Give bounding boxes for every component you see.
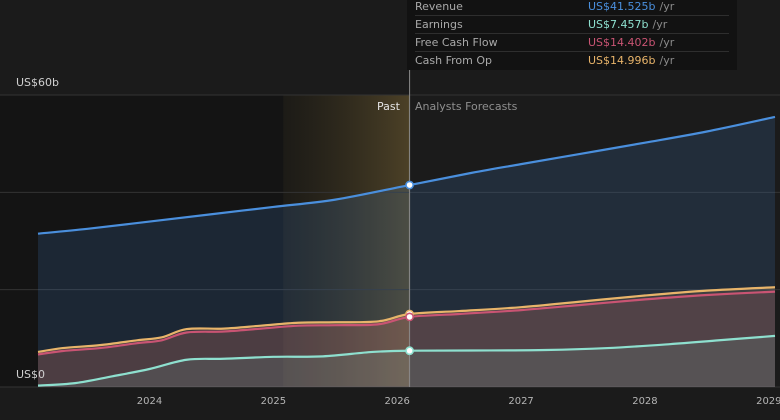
grid-lines (0, 94, 780, 388)
tooltip-row-cash-from-op: Cash From Op US$14.996b /yr (415, 52, 729, 69)
x-axis-ticks: 2024 2025 2026 2027 2028 2029 (137, 396, 780, 407)
x-tick-label: 2026 (384, 396, 409, 407)
line-free-cash-flow (37, 290, 776, 356)
area-earnings (38, 335, 775, 387)
marker-revenue (405, 180, 414, 190)
area-free-cash-flow (38, 291, 775, 387)
tooltip-row-earnings: Earnings US$7.457b /yr (415, 16, 729, 34)
tooltip-label: Free Cash Flow (415, 36, 498, 49)
x-tick-label: 2025 (261, 396, 286, 407)
tooltip-unit: /yr (652, 18, 668, 31)
marker-earnings (405, 346, 414, 356)
x-tick-label: 2028 (632, 396, 657, 407)
area-cash-from-op (38, 287, 775, 387)
tooltip-label: Revenue (415, 0, 463, 13)
divider-markers (405, 180, 414, 356)
series-areas (38, 116, 775, 388)
line-cash-from-op (37, 286, 776, 354)
tooltip-value: US$41.525b (588, 0, 656, 13)
line-earnings (37, 334, 776, 387)
marker-free-cash-flow (405, 312, 414, 322)
x-tick-label: 2024 (137, 396, 162, 407)
tooltip-unit: /yr (659, 54, 675, 67)
area-revenue (38, 116, 775, 388)
forecast-label: Analysts Forecasts (415, 100, 518, 113)
tooltip-value: US$14.402b (588, 36, 656, 49)
tooltip-unit: /yr (659, 36, 675, 49)
tooltip-unit: /yr (659, 0, 675, 13)
x-tick-label: 2027 (508, 396, 533, 407)
y-axis-bottom-label: US$0 (16, 368, 46, 381)
tooltip-label: Cash From Op (415, 54, 493, 67)
y-axis-top-label: US$60b (16, 76, 60, 89)
tooltip: Revenue US$41.525b /yr Earnings US$7.457… (407, 0, 737, 70)
x-tick-label: 2029 (756, 396, 780, 407)
tooltip-label: Earnings (415, 18, 463, 31)
tooltip-value: US$7.457b (588, 18, 649, 31)
tooltip-value: US$14.996b (588, 54, 656, 67)
past-label: Past (377, 100, 400, 113)
past-highlight-band (283, 95, 410, 387)
tooltip-row-revenue: Revenue US$41.525b /yr (415, 0, 729, 16)
tooltip-row-free-cash-flow: Free Cash Flow US$14.402b /yr (415, 34, 729, 52)
